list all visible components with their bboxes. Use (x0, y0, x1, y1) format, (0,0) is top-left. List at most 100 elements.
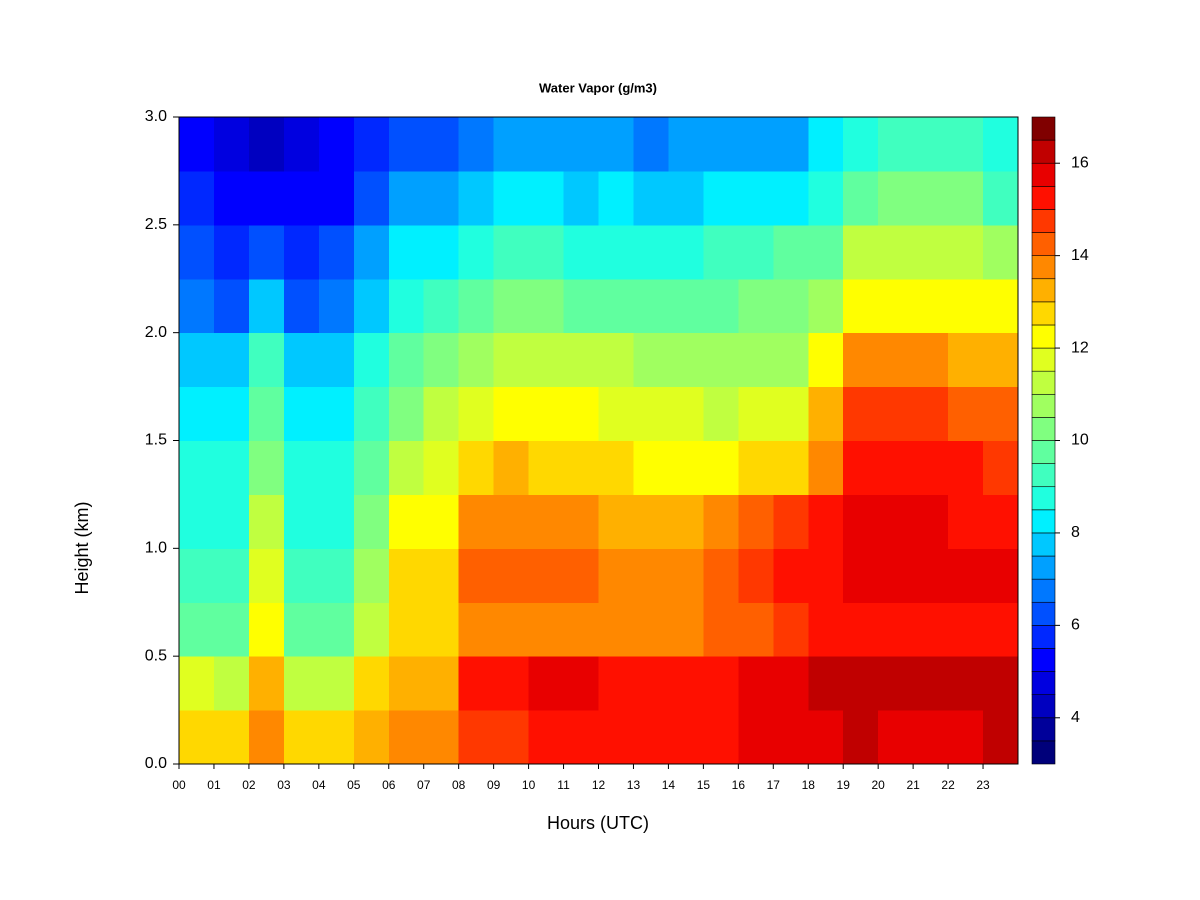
x-tick-label: 10 (522, 778, 536, 792)
colorbar-tick-label: 6 (1071, 617, 1080, 634)
heat-cell (493, 440, 530, 495)
heat-cell (983, 440, 1019, 495)
heat-cell (248, 494, 285, 549)
heat-cell (843, 332, 879, 388)
heat-cell (423, 224, 460, 280)
heat-cell (388, 440, 425, 495)
heat-cell (248, 602, 285, 657)
heat-cell (773, 602, 809, 657)
heat-cell (248, 386, 285, 441)
heat-cell (179, 117, 215, 172)
heat-cell (843, 170, 879, 226)
heat-cell (983, 170, 1019, 226)
heat-cell (668, 278, 704, 334)
heat-cell (179, 656, 215, 711)
heat-cell (843, 602, 879, 657)
heat-cell (563, 278, 599, 334)
x-tick-label: 23 (976, 778, 990, 792)
heat-cell (948, 278, 984, 334)
heat-cell (983, 386, 1019, 441)
heat-cell (983, 494, 1019, 549)
heat-cell (773, 170, 809, 226)
heat-cell (913, 494, 949, 549)
heat-cell (458, 656, 495, 711)
heat-cell (248, 224, 285, 280)
heat-cell (563, 332, 599, 388)
colorbar-box (1031, 532, 1056, 557)
y-tick-label: 1.5 (145, 432, 167, 449)
heat-cell (703, 710, 739, 765)
heat-cell (703, 224, 739, 280)
heat-cell (598, 332, 634, 388)
y-tick-label: 2.0 (145, 324, 167, 341)
heat-cell (773, 224, 809, 280)
heat-cell (493, 170, 530, 226)
colorbar-box (1031, 255, 1056, 280)
heat-cell (843, 278, 879, 334)
heat-cell (528, 224, 565, 280)
heat-cell (528, 440, 565, 495)
heat-cell (563, 710, 599, 765)
heat-cell (283, 117, 320, 172)
heat-cell (598, 656, 634, 711)
heat-cell (808, 386, 844, 441)
heat-cell (493, 278, 530, 334)
heat-cell (388, 224, 425, 280)
heat-cell (913, 386, 949, 441)
heat-cell (353, 278, 390, 334)
heat-cell (913, 224, 949, 280)
colorbar-tick-label: 4 (1071, 709, 1080, 726)
heat-cell (248, 548, 285, 603)
x-tick-label: 01 (207, 778, 221, 792)
heat-cell (563, 440, 599, 495)
heat-cell (388, 548, 425, 603)
heat-cell (353, 117, 390, 172)
heat-cell (668, 332, 704, 388)
heat-cell (633, 656, 669, 711)
heat-cell (983, 278, 1019, 334)
heat-cell (843, 117, 879, 172)
heat-cell (318, 278, 355, 334)
heat-cell (423, 656, 460, 711)
heat-cell (493, 602, 530, 657)
heat-cell (353, 656, 390, 711)
heat-cell (843, 386, 879, 441)
heat-cell (808, 494, 844, 549)
heat-cell (948, 117, 984, 172)
heat-cell (528, 494, 565, 549)
y-tick-label: 2.5 (145, 216, 167, 233)
x-tick-label: 00 (172, 778, 186, 792)
heat-cell (633, 548, 669, 603)
heat-cell (213, 386, 250, 441)
heat-cell (528, 117, 565, 172)
heat-cell (878, 224, 914, 280)
heat-cell (179, 494, 215, 549)
heat-cell (423, 117, 460, 172)
heat-cell (318, 332, 355, 388)
colorbar-box (1031, 347, 1056, 372)
heat-cell (423, 278, 460, 334)
heat-cell (493, 386, 530, 441)
heat-cell (248, 278, 285, 334)
heat-cell (703, 170, 739, 226)
heat-cell (423, 170, 460, 226)
heat-cell (633, 440, 669, 495)
y-tick-label: 0.5 (145, 647, 167, 664)
heat-cell (423, 548, 460, 603)
colorbar-box (1031, 417, 1056, 441)
heat-cell (213, 224, 250, 280)
heat-cell (318, 117, 355, 172)
x-tick-label: 07 (417, 778, 431, 792)
heat-cell (458, 710, 495, 765)
heat-cell (808, 656, 844, 711)
x-tick-label: 13 (627, 778, 641, 792)
colorbar-box (1031, 162, 1056, 187)
heat-cell (878, 170, 914, 226)
heat-cell (318, 386, 355, 441)
colorbar-box (1031, 139, 1056, 164)
x-tick-label: 14 (662, 778, 676, 792)
heat-cell (353, 710, 390, 765)
x-tick-label: 18 (802, 778, 816, 792)
heat-cell (598, 548, 634, 603)
heat-cell (948, 386, 984, 441)
